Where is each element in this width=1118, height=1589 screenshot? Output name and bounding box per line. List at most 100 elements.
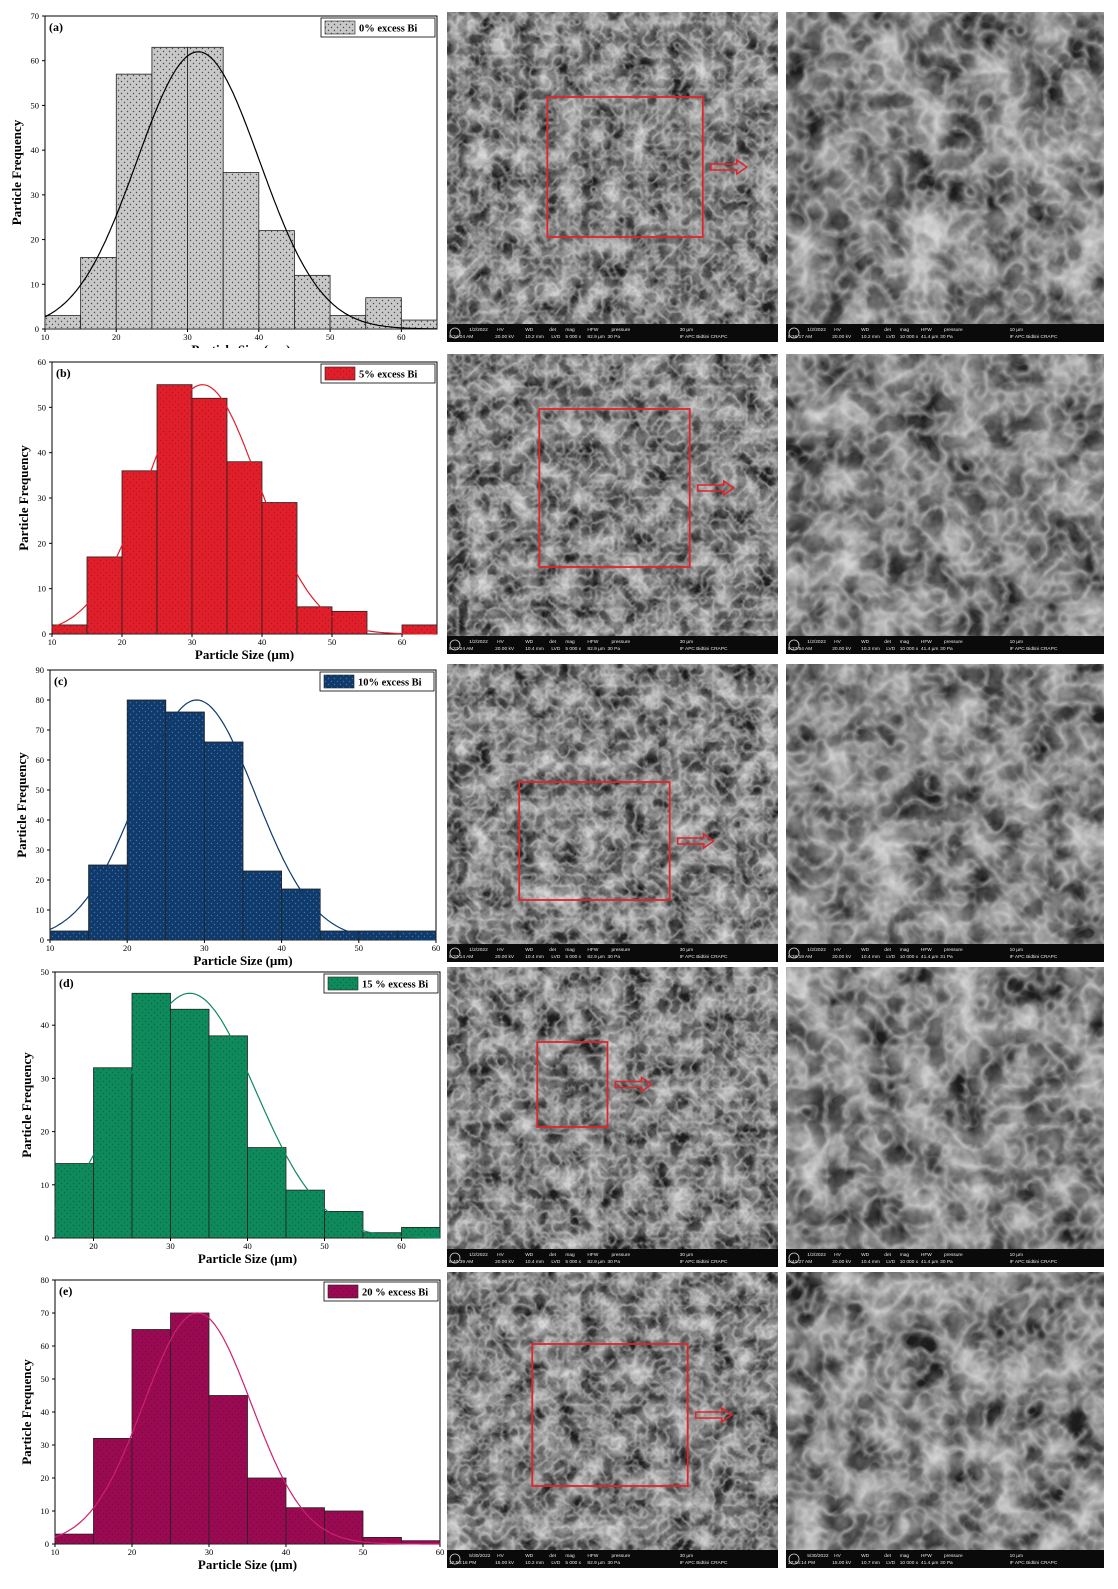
sem-highlights: [786, 12, 1104, 324]
y-tick-label: 70: [36, 725, 45, 735]
y-tick-label: 10: [31, 279, 40, 289]
histogram-bar: [86, 556, 123, 635]
sem-databar-field: HFW: [921, 947, 932, 953]
sem-databar-field: 41.4 µm: [921, 954, 938, 960]
sem-databar: [786, 944, 1104, 962]
sem-databar-field: LVD: [886, 646, 896, 652]
sem-databar-field: LVD: [886, 1560, 896, 1566]
normal-fit-curve: [54, 992, 440, 1239]
sem-databar-field: HV: [834, 947, 841, 953]
y-tick-label: 60: [31, 56, 40, 66]
sem-databar-field: 15.00 kV: [832, 1560, 852, 1566]
sem-databar-field: 30 Pa: [607, 334, 620, 340]
sem-databar-field: mag: [900, 1253, 910, 1258]
sem-databar-field: HV: [834, 639, 841, 645]
histogram-bar: [247, 1147, 287, 1239]
zoom-region-box: [538, 408, 691, 568]
histogram-bar: [401, 624, 438, 635]
normal-fit-curve: [51, 384, 437, 635]
sem-databar-field: 30 Pa: [940, 646, 953, 652]
x-axis-title: Particle Size (µm): [193, 953, 292, 968]
histogram-bar: [319, 930, 360, 941]
histogram-bar: [165, 711, 205, 941]
sem-highlights: [447, 12, 778, 324]
sem-image: 1/2/2022 HV WD det mag HFW pressure 30 µm 9:34:0…: [447, 12, 778, 342]
sem-databar-field: pressure: [944, 327, 963, 333]
legend-label: 0% excess Bi: [359, 24, 417, 35]
sem-databar-field: 9:36:17 AM: [788, 334, 812, 340]
sem-databar-field: mag: [900, 328, 910, 333]
sem-databar-field: mag: [900, 640, 910, 645]
sem-databar-field: HV: [834, 327, 841, 333]
sem-databar-field: HFW: [921, 1252, 932, 1258]
legend-swatch: [324, 366, 356, 381]
sem-databar-field: 9:37:24 AM: [449, 646, 473, 652]
histogram-bar: [88, 864, 128, 941]
histogram-bar: [281, 888, 321, 941]
y-tick-label: 50: [41, 967, 50, 977]
microscope-logo: [449, 327, 461, 339]
sem-databar-field: HFW: [587, 1553, 598, 1559]
sem-databar: [786, 324, 1104, 342]
sem-databar-field: 10 µm: [1010, 1553, 1023, 1559]
sem-databar-field: 1/2/2022: [469, 327, 488, 333]
x-tick-label: 40: [243, 1241, 252, 1251]
y-tick-label: 50: [36, 785, 45, 795]
sem-databar-field: 30 µm: [680, 327, 693, 333]
x-tick-label: 40: [258, 637, 267, 647]
sem-databar-field: WD: [861, 1252, 870, 1258]
y-axis-title: Particle Frequency: [9, 119, 24, 225]
figure-row-1: 0 10 20 30 40 50 60 10 20 30 40 50 60 Particle Size (…: [0, 352, 1118, 664]
x-tick-label: 50: [359, 1547, 368, 1557]
y-tick-label: 0: [40, 935, 44, 945]
histogram-bar: [324, 1210, 364, 1239]
y-tick-label: 40: [41, 1020, 50, 1030]
x-tick-label: 50: [320, 1241, 329, 1251]
histogram-bar: [54, 1163, 94, 1239]
sem-databar-field: 30 µm: [680, 1553, 693, 1559]
histogram-bar: [365, 297, 402, 330]
x-tick-label: 50: [355, 943, 364, 953]
sem-databar-field: IF APC Bidtini CRAPC: [1010, 1560, 1058, 1566]
sem-databar-field: 10 µm: [1010, 947, 1023, 953]
legend-label: 15 % excess Bi: [362, 980, 428, 991]
microscope-logo: [449, 639, 461, 651]
microscope-logo: [788, 1553, 800, 1565]
y-tick-label: 50: [38, 402, 47, 412]
sem-databar-field: pressure: [611, 1252, 630, 1258]
y-tick-label: 20: [36, 875, 45, 885]
sem-databar-field: 9:37:14 AM: [449, 954, 473, 960]
microscope-logo: [788, 947, 800, 959]
x-tick-label: 10: [41, 332, 50, 342]
sem-databar-field: 10.2 mm: [525, 334, 544, 340]
sem-databar-field: 30 µm: [680, 639, 693, 645]
y-tick-label: 90: [36, 665, 45, 675]
panel-label: (c): [54, 674, 67, 688]
sem-databar-field: 20.00 kV: [832, 646, 852, 652]
sem-databar: [786, 1550, 1104, 1568]
sem-databar-field: HV: [834, 1252, 841, 1258]
histogram-bar: [208, 1395, 248, 1545]
sem-databar-field: HFW: [921, 327, 932, 333]
sem-databar-field: 10.3 mm: [861, 646, 880, 652]
x-tick-label: 10: [51, 1547, 60, 1557]
sem-databar-field: 9:38:19 AM: [788, 954, 812, 960]
sem-databar-field: 1/2/2022: [807, 327, 826, 333]
sem-databar-field: 9:34:04 AM: [449, 334, 473, 340]
y-tick-label: 30: [36, 845, 45, 855]
x-tick-label: 20: [112, 332, 121, 342]
y-tick-label: 30: [38, 493, 47, 503]
panel-label: (e): [59, 1284, 72, 1298]
histogram-bar: [329, 315, 367, 330]
sem-databar-field: WD: [861, 1553, 870, 1559]
sem-databar: [447, 1249, 778, 1267]
sem-databar-field: 5/30/2022: [469, 1553, 491, 1559]
sem-databar-field: HFW: [921, 1553, 932, 1559]
sem-databar-field: mag: [565, 948, 575, 953]
sem-databar-field: 10 000 x: [900, 1560, 919, 1566]
histogram-bar: [203, 741, 244, 941]
sem-databar-field: 5 000 x: [565, 954, 581, 960]
sem-databar-field: 10 000 x: [900, 334, 919, 340]
sem-databar-field: det: [549, 1553, 556, 1559]
sem-databar-field: 10.2 mm: [861, 334, 880, 340]
